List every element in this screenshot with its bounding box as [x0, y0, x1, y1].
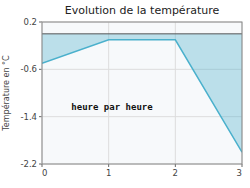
baseline — [42, 33, 242, 34]
plot-area — [42, 34, 242, 152]
tick-label: 3 — [237, 168, 242, 178]
area — [42, 34, 242, 152]
tick-label: -0.6 — [20, 64, 37, 74]
line — [42, 40, 242, 152]
tick-label: 0.2 — [23, 17, 37, 27]
grid-line — [108, 22, 109, 164]
tick-label: -2.2 — [20, 159, 37, 169]
tick-label: 1 — [106, 168, 111, 178]
x-axis-label: heure par heure — [71, 102, 153, 112]
tick-label: 2 — [173, 168, 178, 178]
grid-line — [175, 22, 176, 164]
grid-line — [42, 116, 242, 117]
title: Evolution de la température — [65, 4, 220, 17]
tick-label: 0 — [42, 168, 47, 178]
chart: 0.2 -0.6 -1.4 -2.2 0 1 2 3 Evolution de la tempé… — [0, 0, 250, 188]
y-axis-label: Température en °C — [1, 55, 11, 132]
plot-background — [42, 22, 242, 164]
plot-frame — [42, 22, 242, 164]
tick-label: -1.4 — [20, 112, 37, 122]
